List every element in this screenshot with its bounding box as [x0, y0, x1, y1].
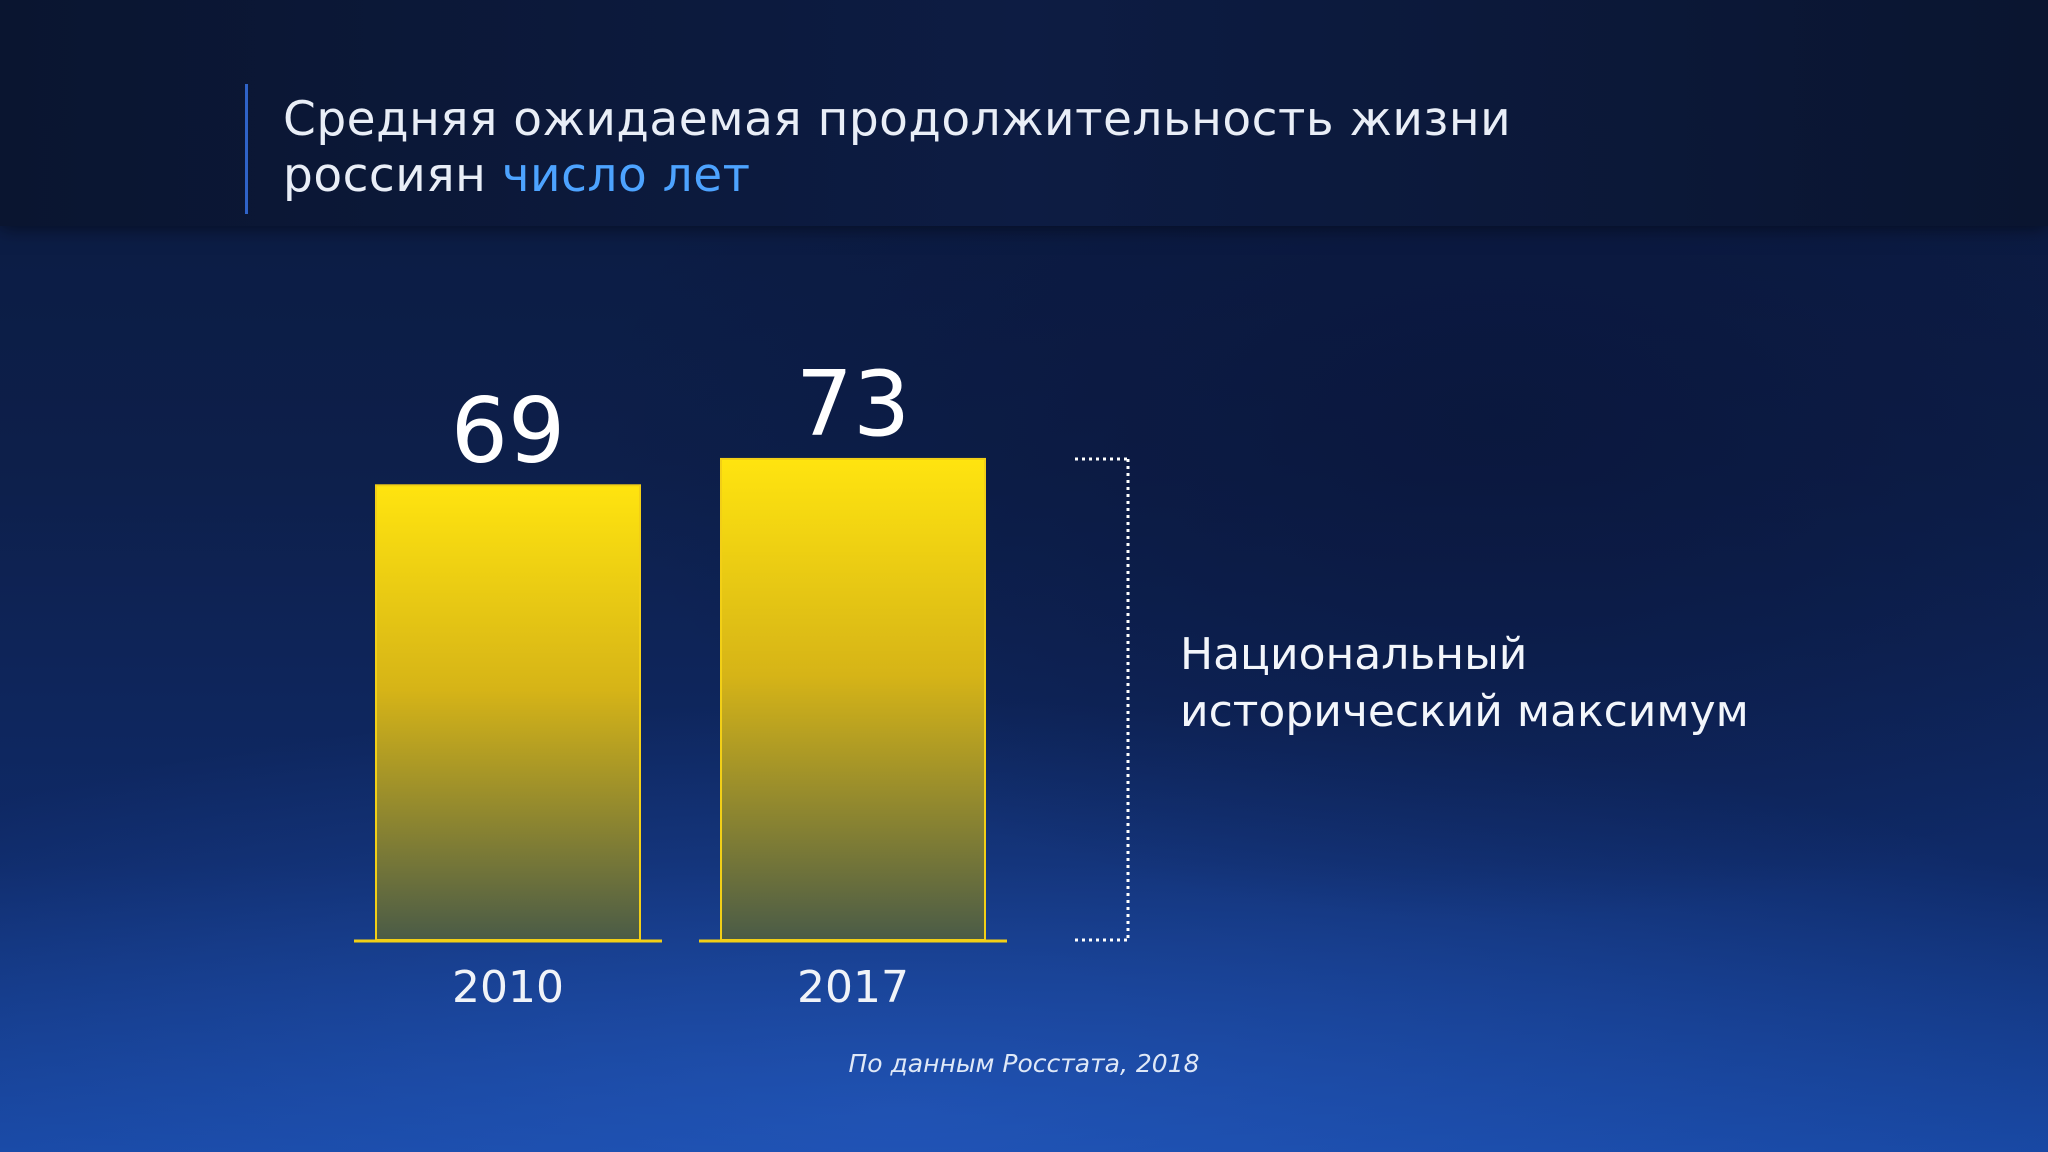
bars-group: 69 2010 73 2017 [354, 352, 1007, 1013]
bar-2017 [720, 457, 986, 941]
bar-2010 [375, 484, 641, 941]
chart-title: Средняя ожидаемая продолжительность жизн… [283, 92, 1683, 204]
value-label-2010: 69 [451, 378, 566, 483]
header-accent-bar [245, 84, 248, 214]
category-label-2010: 2010 [452, 962, 564, 1013]
source-note: По данным Росстата, 2018 [848, 1049, 1200, 1078]
header: Средняя ожидаемая продолжительность жизн… [0, 0, 2048, 226]
chart-title-main: Средняя ожидаемая продолжительность жизн… [283, 92, 1512, 203]
max-bracket [1075, 457, 1130, 942]
category-label-2017: 2017 [797, 962, 909, 1013]
value-label-2017: 73 [796, 352, 911, 457]
chart-title-unit: число лет [501, 148, 751, 203]
annotation-text: Национальный исторический максимум [1180, 629, 1749, 737]
